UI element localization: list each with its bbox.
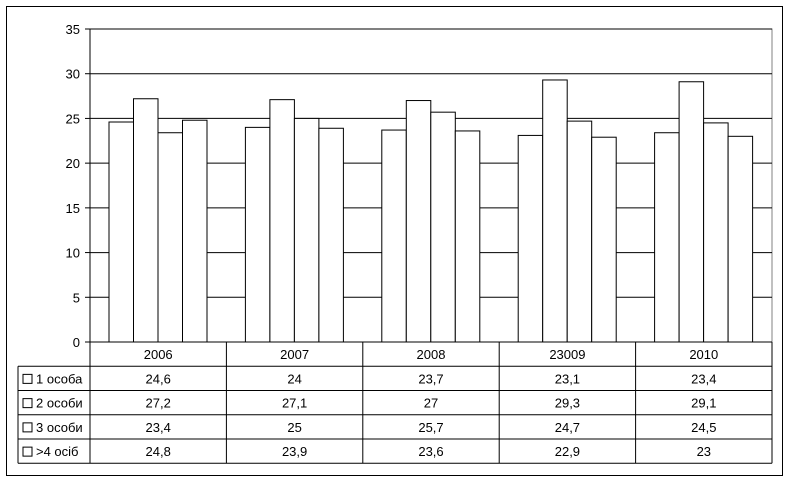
data-label: 29,3 bbox=[555, 396, 580, 411]
category-label: 2008 bbox=[417, 347, 446, 362]
data-label: 27 bbox=[424, 396, 438, 411]
data-label: 23,6 bbox=[418, 444, 443, 459]
data-label: 23,1 bbox=[555, 371, 580, 386]
category-label: 23009 bbox=[549, 347, 585, 362]
category-label: 2006 bbox=[144, 347, 173, 362]
bar bbox=[108, 121, 134, 343]
data-label: 24,6 bbox=[146, 371, 171, 386]
category-label: 2010 bbox=[689, 347, 718, 362]
bar bbox=[182, 119, 208, 343]
bar bbox=[654, 132, 680, 343]
legend-label: 1 особа bbox=[36, 371, 83, 386]
bar bbox=[566, 120, 593, 343]
bar bbox=[703, 122, 729, 343]
legend-swatch bbox=[22, 398, 33, 409]
data-label: 27,2 bbox=[146, 396, 171, 411]
data-label: 23,4 bbox=[146, 420, 171, 435]
y-tick-label: 30 bbox=[66, 67, 80, 82]
bar bbox=[727, 135, 754, 343]
y-tick-label: 10 bbox=[66, 246, 80, 261]
bar bbox=[157, 132, 183, 343]
data-label: 23,4 bbox=[691, 371, 716, 386]
y-tick-label: 25 bbox=[66, 111, 80, 126]
legend-swatch bbox=[22, 373, 33, 384]
y-tick-label: 15 bbox=[66, 201, 80, 216]
bar bbox=[678, 81, 705, 343]
bar bbox=[517, 134, 544, 343]
bar bbox=[293, 117, 320, 343]
data-label: 23,7 bbox=[418, 371, 443, 386]
legend-label: 3 особи bbox=[36, 420, 83, 435]
y-tick-label: 0 bbox=[73, 335, 80, 350]
data-label: 22,9 bbox=[555, 444, 580, 459]
bar bbox=[269, 99, 295, 343]
category-label: 2007 bbox=[280, 347, 309, 362]
data-label: 25,7 bbox=[418, 420, 443, 435]
data-label: 24,8 bbox=[146, 444, 171, 459]
bar bbox=[133, 98, 159, 343]
bar bbox=[318, 127, 344, 343]
y-tick-label: 5 bbox=[73, 290, 80, 305]
data-label: 29,1 bbox=[691, 396, 716, 411]
bar bbox=[430, 111, 456, 343]
data-label: 24 bbox=[287, 371, 301, 386]
data-label: 25 bbox=[287, 420, 301, 435]
bar bbox=[244, 126, 271, 343]
bar bbox=[454, 130, 481, 343]
data-label: 23 bbox=[697, 444, 711, 459]
legend-swatch bbox=[22, 446, 33, 457]
data-label: 23,9 bbox=[282, 444, 307, 459]
bar bbox=[381, 129, 407, 343]
legend-swatch bbox=[22, 422, 33, 433]
bar bbox=[542, 79, 568, 343]
bar bbox=[405, 100, 432, 343]
bar bbox=[591, 136, 617, 343]
y-tick-label: 35 bbox=[66, 22, 80, 37]
data-label: 24,7 bbox=[555, 420, 580, 435]
data-label: 24,5 bbox=[691, 420, 716, 435]
y-tick-label: 20 bbox=[66, 156, 80, 171]
legend-label: 2 особи bbox=[36, 396, 83, 411]
legend-label: >4 осіб bbox=[36, 444, 79, 459]
data-label: 27,1 bbox=[282, 396, 307, 411]
